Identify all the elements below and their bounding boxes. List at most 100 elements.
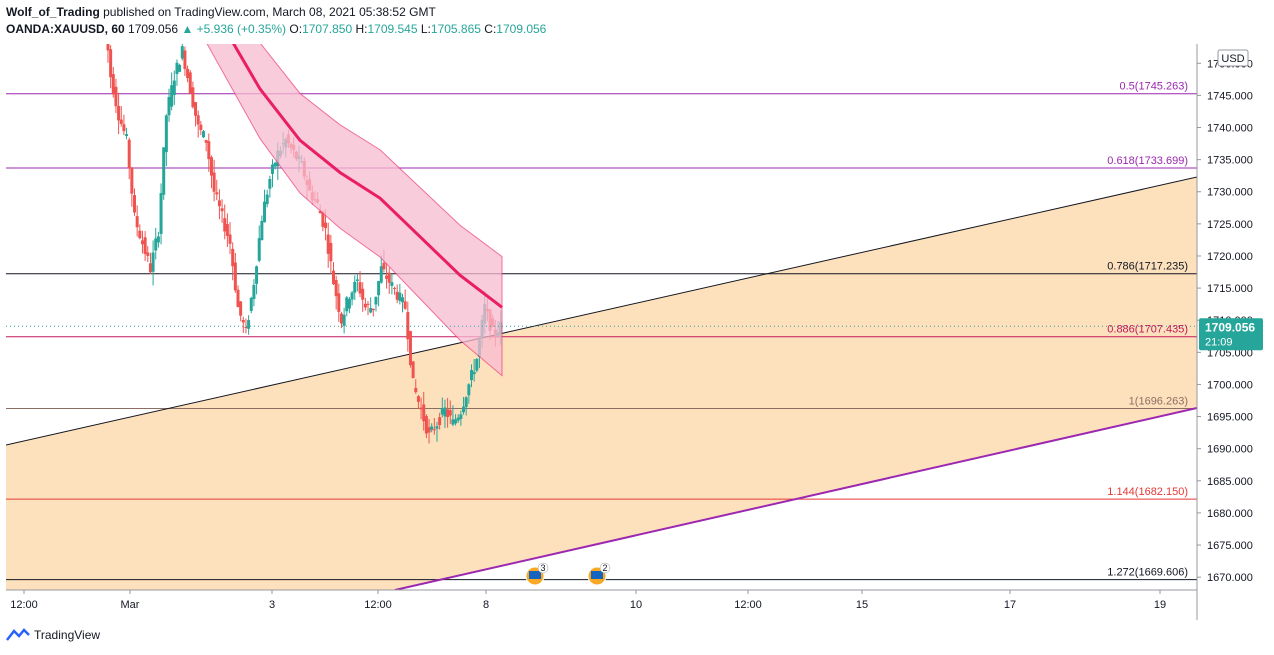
candle-body	[332, 270, 336, 285]
candle-body	[109, 49, 113, 78]
candle-body	[321, 211, 325, 227]
y-tick-label: 1735.000	[1207, 155, 1253, 167]
candle-body	[217, 200, 221, 207]
candle-body	[220, 208, 224, 212]
candle-body	[454, 419, 458, 424]
high-value: 1709.545	[367, 22, 418, 36]
candle-body	[249, 297, 253, 311]
symbol-label: OANDA:XAUUSD, 60	[6, 22, 125, 36]
open-label: O:	[289, 22, 303, 36]
candle-body	[117, 105, 121, 121]
y-tick-label: 1725.000	[1207, 219, 1253, 231]
candle-body	[459, 414, 463, 419]
candle-body	[244, 326, 248, 328]
y-tick-label: 1680.000	[1207, 508, 1253, 520]
event-badge: 2	[587, 562, 611, 586]
candle-body	[119, 119, 123, 124]
candle-body	[135, 216, 139, 228]
candle-body	[247, 320, 251, 329]
candle-body	[167, 97, 171, 116]
candle-body	[475, 358, 479, 371]
fib-label: 0.618(1733.699)	[1107, 155, 1188, 167]
regression-channel	[206, 44, 503, 377]
y-tick-label: 1690.000	[1207, 444, 1253, 456]
publish-line: Wolf_of_Trading published on TradingView…	[6, 4, 906, 20]
candle-body	[133, 195, 137, 213]
candle-body	[183, 50, 187, 70]
candle-body	[377, 281, 381, 296]
candle-body	[390, 282, 394, 286]
candle-body	[215, 192, 219, 195]
candle-body	[130, 167, 134, 194]
candle-body	[204, 140, 208, 143]
candle-body	[268, 178, 272, 189]
candle-body	[114, 86, 118, 107]
y-tick-label: 1695.000	[1207, 412, 1253, 424]
candle-body	[178, 64, 182, 72]
candle-body	[379, 266, 383, 283]
candle-body	[416, 396, 420, 402]
candle-body	[363, 303, 367, 308]
candle-body	[430, 426, 434, 430]
footer-brand: TradingView	[34, 628, 101, 642]
candle-body	[469, 370, 473, 381]
candle-body	[456, 417, 460, 421]
x-tick-label: 12:00	[10, 599, 38, 611]
candle-body	[345, 297, 349, 312]
fib-label: 0.786(1717.235)	[1107, 261, 1188, 273]
candle-body	[170, 85, 174, 107]
flag-stripe	[529, 571, 541, 579]
candle-body	[329, 242, 333, 262]
candle-body	[156, 236, 160, 243]
y-tick-label: 1670.000	[1207, 572, 1253, 584]
candle-body	[175, 62, 179, 75]
x-tick-label: 3	[269, 599, 275, 611]
x-tick-label: 12:00	[734, 599, 762, 611]
candle-body	[393, 287, 397, 289]
candle-body	[239, 301, 243, 316]
price-change: ▲ +5.936 (+0.35%)	[181, 22, 287, 36]
candle-body	[233, 262, 237, 291]
candle-body	[125, 134, 129, 137]
candle-body	[228, 234, 232, 244]
candle-body	[451, 419, 455, 425]
candle-body	[318, 211, 322, 214]
price-label-box	[1199, 318, 1263, 351]
low-value: 1705.865	[430, 22, 481, 36]
candle-body	[347, 299, 351, 309]
currency-badge	[1217, 49, 1249, 67]
candle-body	[395, 291, 399, 300]
y-tick-label: 1740.000	[1207, 123, 1253, 135]
candle-body	[443, 407, 447, 417]
candle-body	[411, 361, 415, 379]
candle-body	[225, 224, 229, 236]
x-tick-label: 17	[1004, 599, 1016, 611]
close-label: C:	[484, 22, 497, 36]
candle-body	[374, 296, 378, 305]
author-name[interactable]: Wolf_of_Trading	[6, 5, 100, 19]
candle-body	[339, 313, 343, 324]
low-label: L:	[420, 22, 431, 36]
candle-body	[231, 248, 235, 267]
candle-body	[446, 409, 450, 418]
y-tick-label: 1705.000	[1207, 347, 1253, 359]
x-tick-label: 19	[1154, 599, 1166, 611]
fib-label: 0.5(1745.263)	[1120, 81, 1189, 93]
candle-body	[172, 80, 176, 96]
badge-count-bg	[537, 562, 549, 574]
fib-label: 0.886(1707.435)	[1107, 324, 1188, 336]
open-value: 1707.850	[302, 22, 353, 36]
candle-body	[257, 238, 261, 261]
candle-body	[122, 124, 126, 132]
x-tick-label: 15	[856, 599, 868, 611]
y-tick-label: 1675.000	[1207, 540, 1253, 552]
candle-body	[432, 429, 436, 431]
trendline-upper	[6, 176, 1197, 446]
candle-body	[202, 131, 205, 138]
price-chart[interactable]: 0.5(1745.263) 0.618(1733.699) 0.786(1717.2…	[0, 0, 1274, 622]
trendline-lower	[394, 407, 1197, 590]
candle-body	[270, 164, 274, 174]
fib-label: 1.144(1682.150)	[1107, 486, 1188, 498]
candle-body	[252, 284, 256, 299]
candle-body	[401, 297, 404, 303]
